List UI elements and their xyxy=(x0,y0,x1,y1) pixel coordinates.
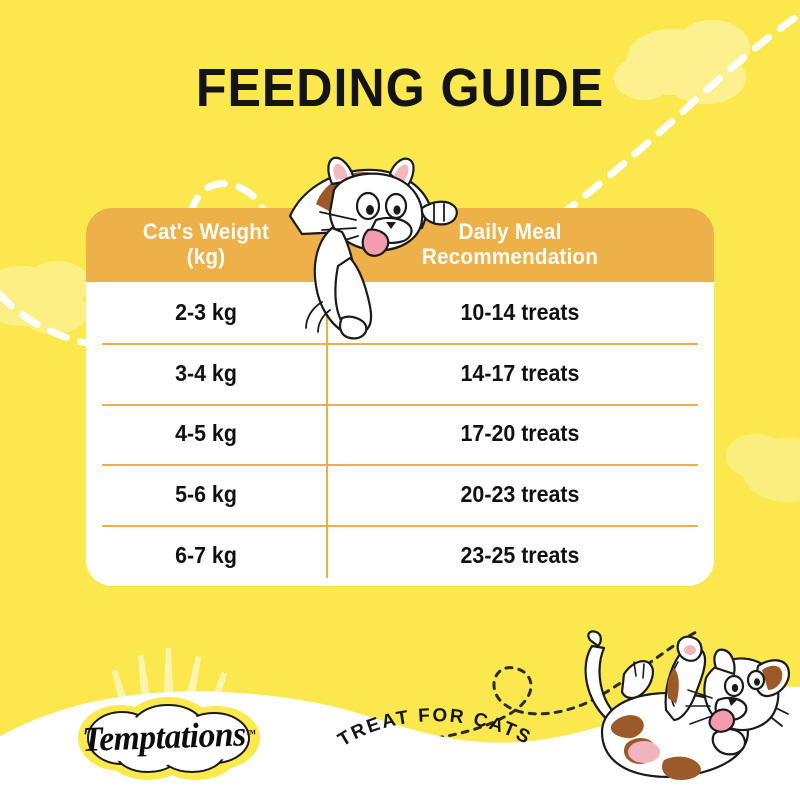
cell-treats: 20-23 treats xyxy=(460,481,580,508)
cat-lying-icon xyxy=(584,630,790,780)
cloud-blob-icon-right xyxy=(726,434,800,502)
table-row: 6-7 kg 23-25 treats xyxy=(86,525,714,586)
row-divider xyxy=(102,464,698,467)
cell-weight: 6-7 kg xyxy=(175,542,237,569)
cell-treats: 23-25 treats xyxy=(460,542,580,569)
cell-weight: 3-4 kg xyxy=(175,359,237,386)
table-row: 5-6 kg 20-23 treats xyxy=(86,464,714,525)
tagline-text: TREAT FOR CATS xyxy=(335,705,533,751)
tagline-curved-text: TREAT FOR CATS xyxy=(335,705,536,751)
logo-trademark: ™ xyxy=(245,727,256,741)
page-title: FEEDING GUIDE xyxy=(195,58,605,118)
cell-treats: 17-20 treats xyxy=(460,420,580,447)
svg-text:TREAT FOR CATS: TREAT FOR CATS xyxy=(335,705,536,751)
table-row: 4-5 kg 17-20 treats xyxy=(86,403,714,465)
cat-peeking-icon xyxy=(288,156,458,340)
table-row: 3-4 kg 14-17 treats xyxy=(86,342,714,404)
cell-weight: 4-5 kg xyxy=(175,420,237,447)
column-separator xyxy=(326,290,328,578)
row-divider xyxy=(102,403,698,406)
temptations-logo: Temptations ™ xyxy=(64,694,274,780)
cell-treats: 14-17 treats xyxy=(460,359,580,386)
logo-wordmark-text: Temptations xyxy=(81,714,247,760)
logo-wordmark: Temptations ™ xyxy=(67,691,272,787)
row-divider xyxy=(102,525,698,528)
cloud-blob-icon-left xyxy=(0,261,90,334)
cell-weight: 5-6 kg xyxy=(175,481,237,508)
row-divider xyxy=(102,342,698,345)
